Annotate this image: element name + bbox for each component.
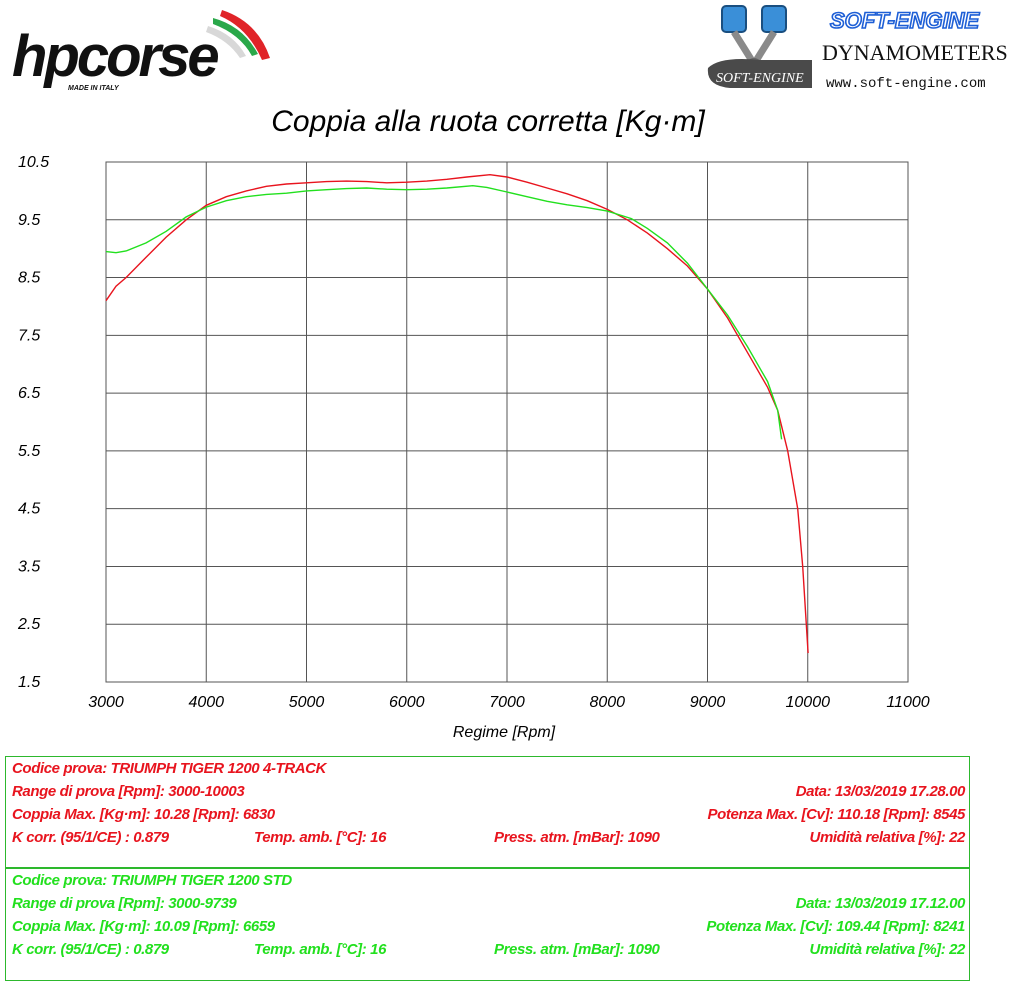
chart-title: Coppia alla ruota corretta [Kg·m] [271, 105, 705, 138]
brand-right-url: www.soft-engine.com [826, 76, 986, 92]
y-tick-label: 8.5 [18, 270, 40, 287]
test-code: Codice prova: TRIUMPH TIGER 1200 STD [12, 872, 292, 889]
brand-right-mid: DYNAMOMETERS [822, 40, 1008, 65]
series-line-2 [105, 184, 783, 440]
y-tick-label: 4.5 [18, 501, 40, 518]
y-tick-label: 9.5 [18, 212, 40, 229]
test-atm-pressure: Press. atm. [mBar]: 1090 [494, 829, 660, 846]
test-range: Range di prova [Rpm]: 3000-10003 [12, 783, 245, 800]
brand-left-tagline: MADE IN ITALY [68, 85, 120, 92]
y-tick-label: 10.5 [18, 154, 49, 171]
brand-right-top: SOFT-ENGINE [830, 8, 980, 33]
y-tick-label: 3.5 [18, 558, 40, 575]
y-tick-label: 1.5 [18, 674, 40, 691]
y-tick-label: 5.5 [18, 443, 40, 460]
test-code: Codice prova: TRIUMPH TIGER 1200 4-TRACK [12, 760, 327, 777]
test-humidity: Umidità relativa [%]: 22 [809, 941, 966, 958]
torque-chart: Coppia alla ruota corretta [Kg·m] 10.5 9.… [17, 105, 930, 741]
y-tick-label: 2.5 [17, 616, 40, 633]
test-ambient-temp: Temp. amb. [°C]: 16 [254, 941, 387, 958]
chart-series [105, 173, 809, 654]
logo-swoosh-red [220, 10, 270, 60]
test-max-power: Potenza Max. [Cv]: 110.18 [Rpm]: 8545 [707, 806, 965, 823]
brand-left: hpcorse [12, 24, 218, 89]
test-info-box-1: Codice prova: TRIUMPH TIGER 1200 4-TRACK… [5, 756, 970, 868]
test-max-power: Potenza Max. [Cv]: 109.44 [Rpm]: 8241 [706, 918, 965, 935]
x-tick-label: 8000 [589, 694, 625, 711]
logo-swoosh-white [206, 26, 246, 58]
logo-swoosh [707, 59, 812, 88]
plot-frame [105, 161, 909, 683]
test-info-box-2: Codice prova: TRIUMPH TIGER 1200 STD Ran… [5, 868, 970, 981]
y-tick-label: 6.5 [18, 385, 40, 402]
test-range: Range di prova [Rpm]: 3000-9739 [12, 895, 237, 912]
x-axis-ticks: 3000 4000 5000 6000 7000 8000 9000 10000 11000 [88, 694, 930, 711]
x-tick-label: 10000 [786, 694, 831, 711]
x-tick-label: 11000 [886, 694, 929, 711]
x-tick-label: 3000 [88, 694, 124, 711]
x-tick-label: 4000 [188, 694, 224, 711]
x-tick-label: 5000 [289, 694, 325, 711]
x-tick-label: 6000 [389, 694, 425, 711]
test-date: Data: 13/03/2019 17.28.00 [795, 783, 966, 800]
x-tick-label: 9000 [690, 694, 726, 711]
chart-grid [105, 161, 909, 683]
soft-engine-logo: SOFT-ENGINE SOFT-ENGINE DYNAMOMETERS www… [707, 5, 1008, 92]
test-max-torque: Coppia Max. [Kg·m]: 10.09 [Rpm]: 6659 [12, 918, 275, 935]
test-atm-pressure: Press. atm. [mBar]: 1090 [494, 941, 660, 958]
x-tick-label: 7000 [489, 694, 525, 711]
test-k-corr: K corr. (95/1/CE) : 0.879 [12, 829, 169, 846]
test-k-corr: K corr. (95/1/CE) : 0.879 [12, 941, 169, 958]
logo-swoosh-green [213, 18, 258, 56]
y-tick-label: 7.5 [18, 327, 40, 344]
test-date: Data: 13/03/2019 17.12.00 [795, 895, 966, 912]
series-line-1 [105, 173, 809, 654]
y-axis-ticks: 10.5 9.5 8.5 7.5 6.5 5.5 4.5 3.5 2.5 1.5 [17, 154, 49, 691]
hpcorse-logo: hpcorse MADE IN ITALY [12, 10, 270, 92]
x-axis-label: Regime [Rpm] [453, 724, 556, 741]
test-humidity: Umidità relativa [%]: 22 [809, 829, 966, 846]
test-max-torque: Coppia Max. [Kg·m]: 10.28 [Rpm]: 6830 [12, 806, 275, 823]
brand-right-small: SOFT-ENGINE [716, 71, 804, 86]
test-ambient-temp: Temp. amb. [°C]: 16 [254, 829, 387, 846]
